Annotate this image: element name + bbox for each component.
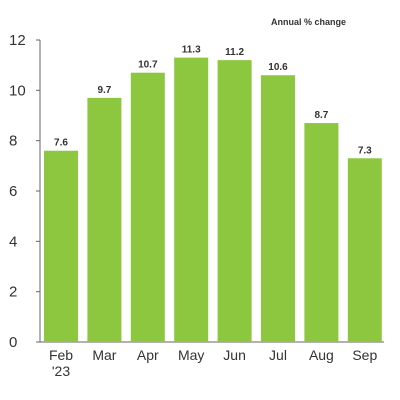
data-label: 7.6 bbox=[54, 138, 68, 149]
data-label: 8.7 bbox=[314, 110, 328, 121]
data-label: 11.2 bbox=[225, 47, 244, 58]
data-label: 9.7 bbox=[97, 85, 111, 96]
bar bbox=[130, 72, 165, 342]
x-tick-label: Sep bbox=[352, 347, 377, 363]
x-tick-label: May bbox=[178, 347, 204, 363]
x-tick-label: Aug bbox=[309, 347, 334, 363]
bar bbox=[304, 123, 339, 342]
bar bbox=[174, 57, 209, 342]
x-tick-label: Mar bbox=[92, 347, 116, 363]
x-tick-label: Feb bbox=[49, 347, 73, 363]
bar bbox=[347, 158, 382, 342]
data-label: 10.7 bbox=[138, 60, 158, 71]
x-tick-label: Jul bbox=[269, 347, 287, 363]
y-tick-label: 6 bbox=[9, 183, 17, 200]
y-tick-label: 8 bbox=[9, 133, 17, 150]
data-label: 7.3 bbox=[358, 145, 372, 156]
y-tick-label: 4 bbox=[9, 233, 17, 250]
data-label: 11.3 bbox=[182, 45, 201, 56]
bar bbox=[217, 60, 252, 343]
unit-label: Annual % change bbox=[271, 17, 347, 27]
x-tick-label: '23 bbox=[52, 363, 70, 379]
x-tick-label: Apr bbox=[137, 347, 159, 363]
x-tick-label: Jun bbox=[223, 347, 246, 363]
bar bbox=[261, 75, 295, 342]
y-tick-label: 12 bbox=[9, 32, 26, 49]
data-label: 10.6 bbox=[268, 62, 288, 73]
y-tick-label: 10 bbox=[9, 82, 26, 99]
bar bbox=[44, 150, 78, 342]
bar bbox=[87, 97, 122, 342]
y-tick-label: 2 bbox=[9, 284, 17, 301]
y-tick-label: 0 bbox=[9, 334, 17, 351]
